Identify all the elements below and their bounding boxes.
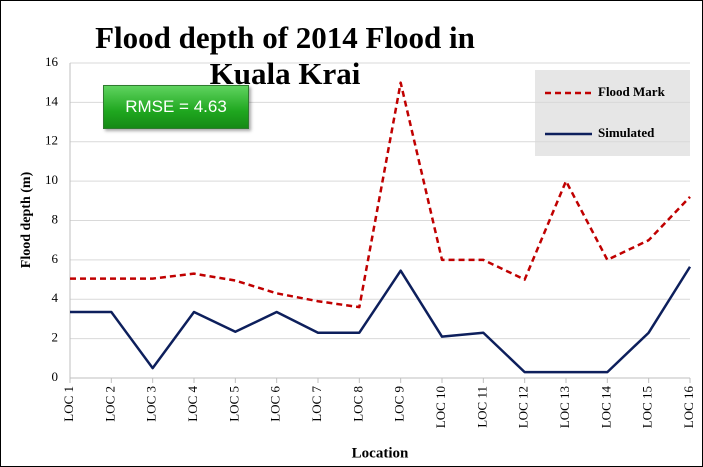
x-tick-label: LOC 9 xyxy=(392,386,407,422)
legend-label: Simulated xyxy=(598,125,655,140)
x-tick-label: LOC 12 xyxy=(516,386,531,428)
x-tick-label: LOC 13 xyxy=(557,386,572,428)
x-tick-label: LOC 6 xyxy=(268,386,283,422)
series-line xyxy=(70,81,691,309)
x-tick-label: LOC 8 xyxy=(350,386,365,422)
y-tick-label: 10 xyxy=(45,172,58,187)
x-tick-label: LOC 3 xyxy=(144,386,159,422)
x-tick-label: LOC 15 xyxy=(640,386,655,428)
x-tick-label: LOC 11 xyxy=(474,386,489,428)
x-tick-label: LOC 16 xyxy=(681,386,696,429)
y-tick-label: 16 xyxy=(45,54,59,69)
y-tick-label: 8 xyxy=(52,211,59,226)
series-line xyxy=(70,266,692,374)
y-tick-label: 6 xyxy=(52,251,59,266)
y-tick-label: 4 xyxy=(52,290,59,305)
x-tick-label: LOC 14 xyxy=(598,386,613,429)
y-tick-label: 14 xyxy=(45,93,59,108)
x-tick-label: LOC 1 xyxy=(61,386,76,422)
chart-title: Flood depth of 2014 Flood in Kuala Krai xyxy=(95,20,475,91)
x-tick-label: LOC 4 xyxy=(185,386,200,422)
y-tick-label: 12 xyxy=(45,133,58,148)
y-tick-label: 0 xyxy=(52,369,59,384)
x-axis-label: Location xyxy=(352,445,409,461)
legend-box xyxy=(535,70,690,156)
y-tick-label: 2 xyxy=(52,330,59,345)
x-tick-label: LOC 5 xyxy=(226,386,241,422)
x-tick-label: LOC 7 xyxy=(309,386,324,422)
x-tick-label: LOC 2 xyxy=(102,386,117,422)
x-tick-label: LOC 10 xyxy=(433,386,448,428)
y-axis-label: Flood depth (m) xyxy=(19,171,34,268)
annotation: RMSE = 4.63 xyxy=(103,85,249,129)
legend-label: Flood Mark xyxy=(598,84,666,99)
